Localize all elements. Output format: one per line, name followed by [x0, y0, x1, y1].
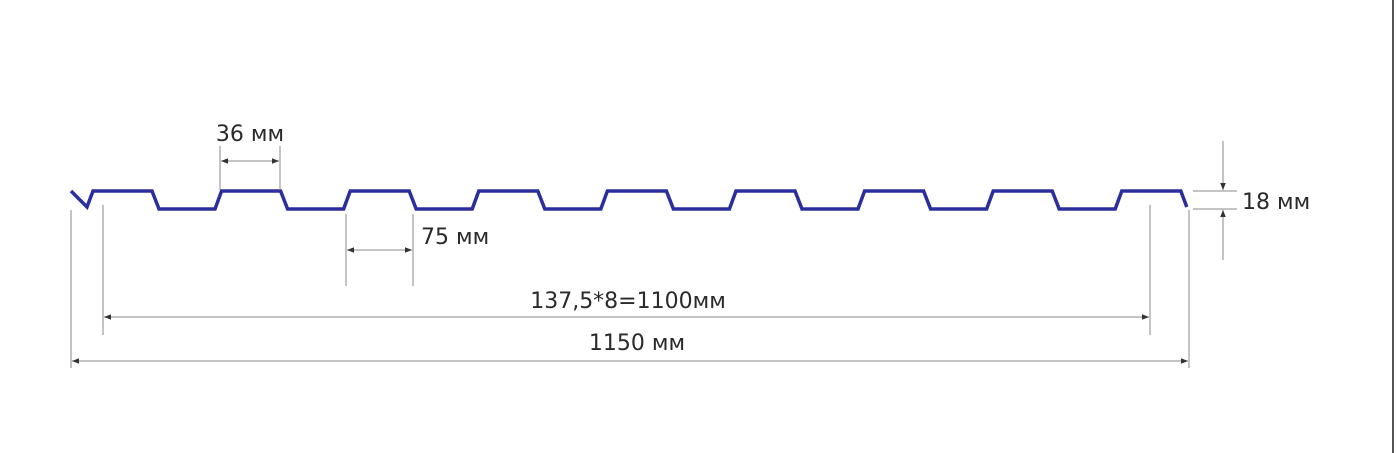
dimension-rib-gap: 75 мм: [345, 214, 489, 286]
label-rib-top-width: 36 мм: [216, 122, 284, 147]
dimension-height: 18 мм: [1193, 141, 1310, 260]
label-working-width: 137,5*8=1100мм: [530, 289, 726, 314]
frame-edge: [1392, 0, 1394, 453]
dimension-working-width: 137,5*8=1100мм: [102, 205, 1151, 335]
dimension-total-width: 1150 мм: [70, 210, 1190, 368]
label-rib-bottom-gap: 75 мм: [421, 225, 489, 250]
corrugated-profile: [69, 189, 1189, 211]
dimension-rib-top: 36 мм: [216, 122, 284, 190]
label-height: 18 мм: [1242, 190, 1310, 215]
label-total-width: 1150 мм: [589, 331, 685, 356]
